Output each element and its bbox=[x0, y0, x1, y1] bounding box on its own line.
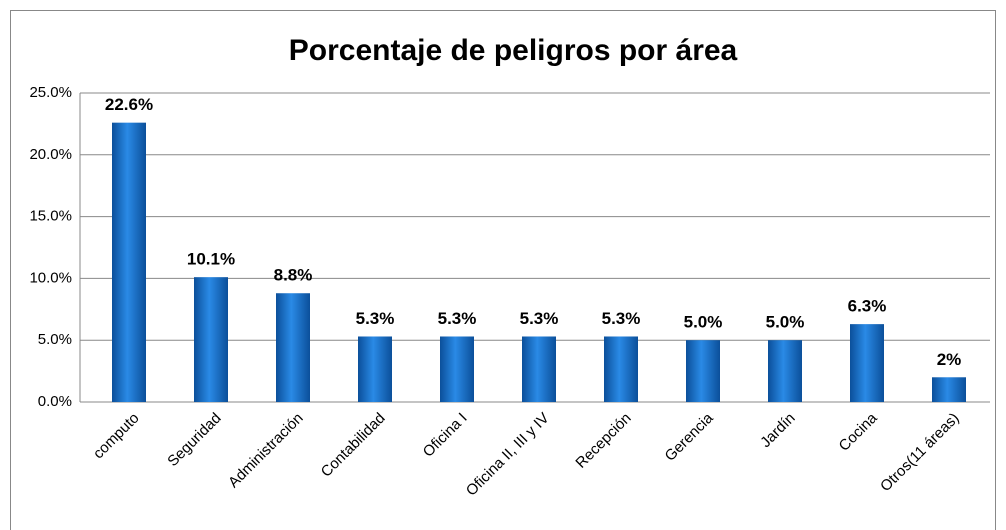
bar bbox=[276, 293, 310, 402]
value-label: 5.0% bbox=[766, 313, 805, 332]
y-tick-label: 25.0% bbox=[29, 84, 72, 101]
y-tick-label: 5.0% bbox=[38, 331, 72, 348]
value-label: 5.3% bbox=[520, 309, 559, 328]
y-tick-label: 20.0% bbox=[29, 146, 72, 163]
value-label: 10.1% bbox=[187, 250, 235, 269]
value-label: 8.8% bbox=[274, 266, 313, 285]
bar bbox=[194, 277, 228, 402]
bar bbox=[604, 336, 638, 402]
chart-border bbox=[10, 10, 996, 530]
y-tick-label: 10.0% bbox=[29, 269, 72, 286]
bar bbox=[932, 377, 966, 402]
value-label: 22.6% bbox=[105, 95, 153, 114]
value-label: 5.3% bbox=[602, 309, 641, 328]
bar bbox=[440, 336, 474, 402]
bar bbox=[686, 340, 720, 402]
value-label: 5.3% bbox=[356, 309, 395, 328]
value-label: 2% bbox=[937, 350, 962, 369]
bar bbox=[768, 340, 802, 402]
y-tick-label: 0.0% bbox=[38, 393, 72, 410]
value-label: 6.3% bbox=[848, 297, 887, 316]
value-label: 5.0% bbox=[684, 313, 723, 332]
bar bbox=[358, 336, 392, 402]
bar bbox=[522, 336, 556, 402]
y-tick-label: 15.0% bbox=[29, 208, 72, 225]
bar bbox=[850, 324, 884, 402]
chart-title: Porcentaje de peligros por área bbox=[289, 34, 738, 67]
bar bbox=[112, 122, 146, 402]
value-label: 5.3% bbox=[438, 309, 477, 328]
